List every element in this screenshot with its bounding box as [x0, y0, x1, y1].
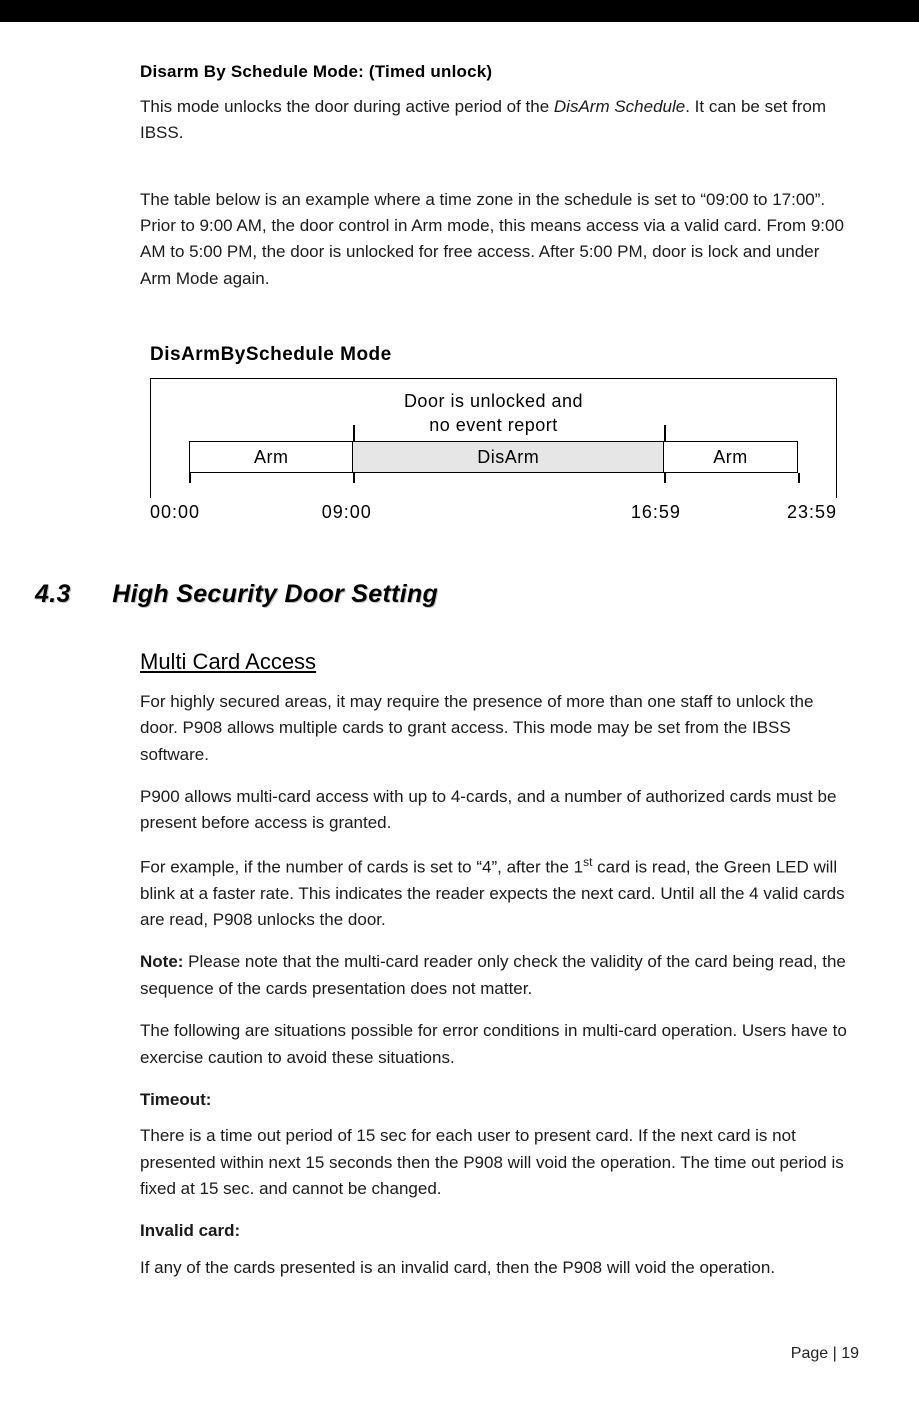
paragraph-example-4cards: For example, if the number of cards is s…	[140, 853, 847, 934]
time-0000: 00:00	[150, 502, 200, 523]
p1-part-a: This mode unlocks the door during active…	[140, 97, 554, 116]
time-1659: 16:59	[631, 502, 681, 523]
tick-row	[189, 473, 798, 483]
caption-tick-row	[189, 425, 798, 441]
section-4-3: 4.3 High Security Door Setting	[35, 580, 847, 609]
section-number: 4.3	[35, 580, 105, 609]
tick-1659	[664, 473, 666, 483]
timeline-frame: Door is unlocked and no event report Arm…	[150, 378, 837, 498]
segment-arm-2: Arm	[664, 441, 798, 473]
mode-heading: Disarm By Schedule Mode: (Timed unlock)	[140, 62, 847, 82]
time-0900: 09:00	[322, 502, 372, 523]
note-text: Please note that the multi-card reader o…	[140, 952, 846, 997]
diagram-title: DisArmBySchedule Mode	[150, 344, 837, 366]
p5-part-a: For example, if the number of cards is s…	[140, 857, 583, 876]
page-footer: Page | 19	[0, 1327, 919, 1383]
schedule-diagram: DisArmBySchedule Mode Door is unlocked a…	[150, 344, 837, 498]
p5-superscript: st	[583, 855, 592, 869]
page-content: Disarm By Schedule Mode: (Timed unlock) …	[0, 22, 919, 1327]
paragraph-multi-intro: For highly secured areas, it may require…	[140, 689, 847, 768]
paragraph-timeout: There is a time out period of 15 sec for…	[140, 1123, 847, 1202]
paragraph-invalid-card: If any of the cards presented is an inva…	[140, 1255, 847, 1281]
paragraph-p900: P900 allows multi-card access with up to…	[140, 784, 847, 837]
paragraph-note: Note: Please note that the multi-card re…	[140, 949, 847, 1002]
tick-0900	[353, 473, 355, 483]
p1-emphasis: DisArm Schedule	[554, 97, 685, 116]
segment-disarm: DisArm	[353, 441, 664, 473]
timeline-bar: Arm DisArm Arm	[189, 441, 798, 473]
note-label: Note:	[140, 952, 183, 971]
caption-line1: Door is unlocked and	[404, 391, 583, 411]
time-labels: 00:00 09:00 16:59 23:59	[150, 498, 837, 524]
subsection-multi-card: Multi Card Access	[140, 649, 847, 675]
paragraph-example: The table below is an example where a ti…	[140, 187, 847, 292]
caption-tick-right	[664, 425, 666, 441]
paragraph-error-intro: The following are situations possible fo…	[140, 1018, 847, 1071]
segment-arm-1: Arm	[189, 441, 353, 473]
paragraph-intro: This mode unlocks the door during active…	[140, 94, 847, 147]
caption-tick-left	[353, 425, 355, 441]
header-black-bar	[0, 0, 919, 22]
timeout-heading: Timeout:	[140, 1087, 847, 1113]
section-title: High Security Door Setting	[112, 580, 438, 608]
tick-0000	[189, 473, 191, 483]
tick-2359	[798, 473, 800, 483]
invalid-card-heading: Invalid card:	[140, 1218, 847, 1244]
time-2359: 23:59	[787, 502, 837, 523]
